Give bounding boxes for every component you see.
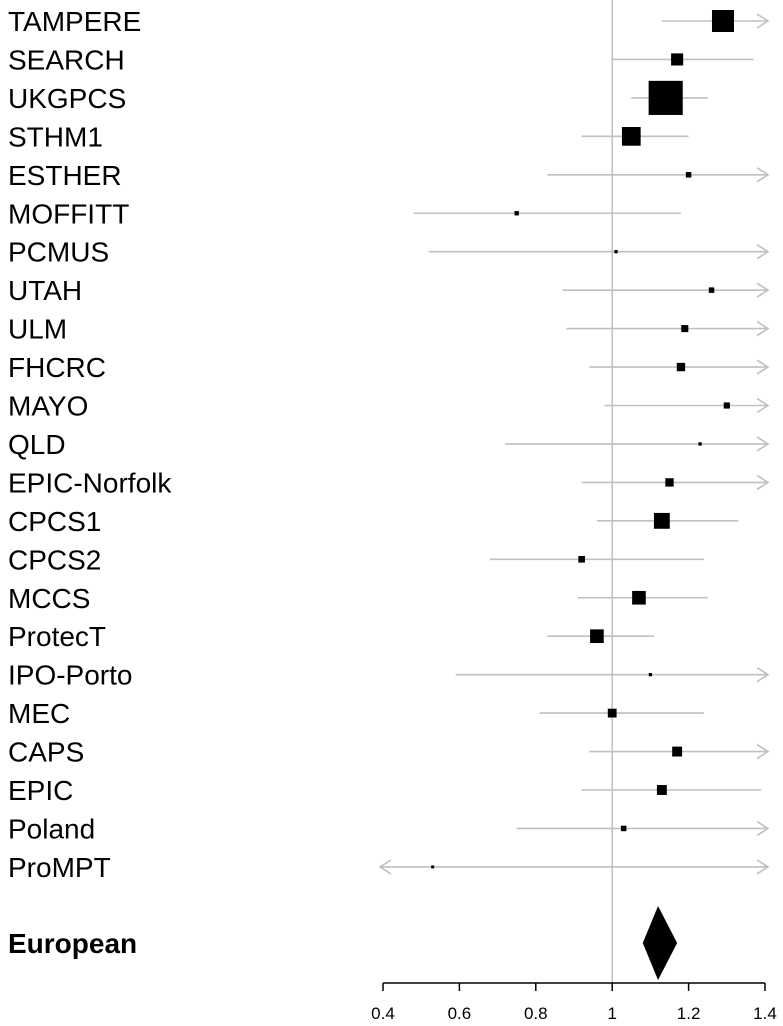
estimate-marker	[620, 825, 627, 832]
study-label: TAMPERE	[8, 6, 141, 37]
ci-arrow-right	[756, 859, 770, 875]
study-row: Poland	[8, 813, 770, 844]
estimate-marker	[590, 629, 604, 644]
study-label: EPIC	[8, 775, 73, 806]
estimate-marker	[698, 442, 702, 446]
ci-arrow-right	[756, 474, 770, 491]
study-row: EPIC-Norfolk	[8, 467, 770, 498]
summary-diamond	[642, 906, 678, 980]
study-row: CPCS1	[8, 506, 739, 537]
study-row: MAYO	[8, 391, 770, 422]
x-tick-label: 0.4	[371, 1004, 395, 1023]
estimate-marker	[514, 211, 519, 216]
study-label: SEARCH	[8, 44, 125, 75]
study-label: PCMUS	[8, 237, 109, 268]
ci-arrow-left	[378, 859, 392, 875]
study-row: IPO-Porto	[8, 660, 770, 691]
ci-arrow-right	[756, 820, 770, 837]
study-label: MAYO	[8, 391, 88, 422]
study-row: ProMPT	[8, 852, 770, 883]
estimate-marker	[708, 287, 715, 293]
study-label: IPO-Porto	[8, 660, 132, 691]
study-label: UTAH	[8, 275, 82, 306]
study-label: FHCRC	[8, 352, 106, 383]
estimate-marker	[671, 53, 684, 66]
ci-arrow-right	[756, 436, 770, 452]
x-tick-label: 1	[607, 1004, 616, 1023]
estimate-marker	[648, 80, 683, 115]
estimate-marker	[632, 590, 646, 605]
study-label: ESTHER	[8, 160, 122, 191]
estimate-marker	[723, 402, 730, 409]
ci-arrow-right	[756, 244, 770, 260]
x-tick-label: 1.4	[753, 1004, 777, 1023]
x-tick-label: 0.8	[524, 1004, 548, 1023]
study-label: ProMPT	[8, 852, 111, 883]
study-label: MCCS	[8, 583, 90, 614]
study-row: FHCRC	[8, 352, 770, 383]
study-row: UKGPCS	[8, 80, 708, 115]
study-row: TAMPERE	[8, 6, 770, 37]
summary-label: European	[8, 928, 137, 959]
study-row: EPIC	[8, 775, 762, 806]
study-row: QLD	[8, 429, 770, 460]
ci-arrow-right	[756, 359, 770, 375]
study-label: QLD	[8, 429, 66, 460]
estimate-marker	[711, 10, 734, 32]
x-tick-label: 1.2	[677, 1004, 701, 1023]
study-label: UKGPCS	[8, 83, 126, 114]
estimate-marker	[653, 512, 670, 529]
study-row: CAPS	[8, 737, 770, 768]
study-row: ProtecT	[8, 621, 655, 652]
study-label: STHM1	[8, 121, 103, 152]
estimate-marker	[681, 325, 689, 333]
study-label: ULM	[8, 314, 67, 345]
study-label: MEC	[8, 698, 70, 729]
study-label: ProtecT	[8, 621, 106, 652]
ci-arrow-right	[756, 666, 770, 683]
study-row: MEC	[8, 698, 704, 729]
estimate-marker	[685, 172, 692, 178]
ci-arrow-right	[756, 167, 770, 183]
estimate-marker	[676, 362, 686, 372]
estimate-marker	[614, 250, 618, 254]
estimate-marker	[672, 746, 683, 757]
estimate-marker	[656, 785, 667, 795]
study-label: CPCS2	[8, 544, 101, 575]
estimate-marker	[621, 127, 641, 146]
study-label: EPIC-Norfolk	[8, 467, 172, 498]
study-row: ULM	[8, 314, 770, 345]
study-row: ESTHER	[8, 160, 770, 191]
x-tick-label: 0.6	[448, 1004, 472, 1023]
ci-arrow-right	[756, 743, 770, 760]
study-row: STHM1	[8, 121, 689, 152]
study-row: CPCS2	[8, 544, 704, 575]
ci-arrow-right	[756, 397, 770, 414]
study-row: MCCS	[8, 583, 708, 614]
ci-arrow-right	[756, 320, 770, 337]
estimate-marker	[607, 708, 617, 718]
study-row: UTAH	[8, 275, 770, 306]
ci-arrow-right	[756, 13, 770, 29]
estimate-marker	[431, 865, 435, 869]
study-row: MOFFITT	[8, 198, 681, 229]
estimate-marker	[578, 556, 585, 563]
estimate-marker	[665, 478, 674, 487]
study-label: CPCS1	[8, 506, 101, 537]
estimate-marker	[648, 673, 653, 677]
study-row: SEARCH	[8, 44, 754, 75]
study-label: MOFFITT	[8, 198, 129, 229]
study-label: CAPS	[8, 737, 84, 768]
study-label: Poland	[8, 813, 95, 844]
study-row: PCMUS	[8, 237, 770, 268]
ci-arrow-right	[756, 282, 770, 298]
